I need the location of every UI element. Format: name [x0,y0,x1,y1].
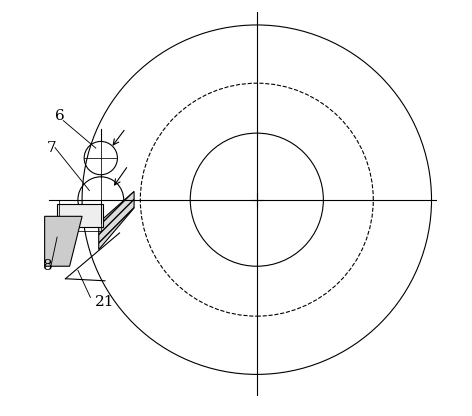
Polygon shape [99,191,134,250]
Bar [57,204,103,227]
Text: 21: 21 [94,295,114,309]
Text: 7: 7 [47,141,56,155]
Text: 6: 6 [55,109,65,124]
Text: 8: 8 [42,259,52,273]
Polygon shape [45,216,82,266]
Bar [59,200,101,231]
